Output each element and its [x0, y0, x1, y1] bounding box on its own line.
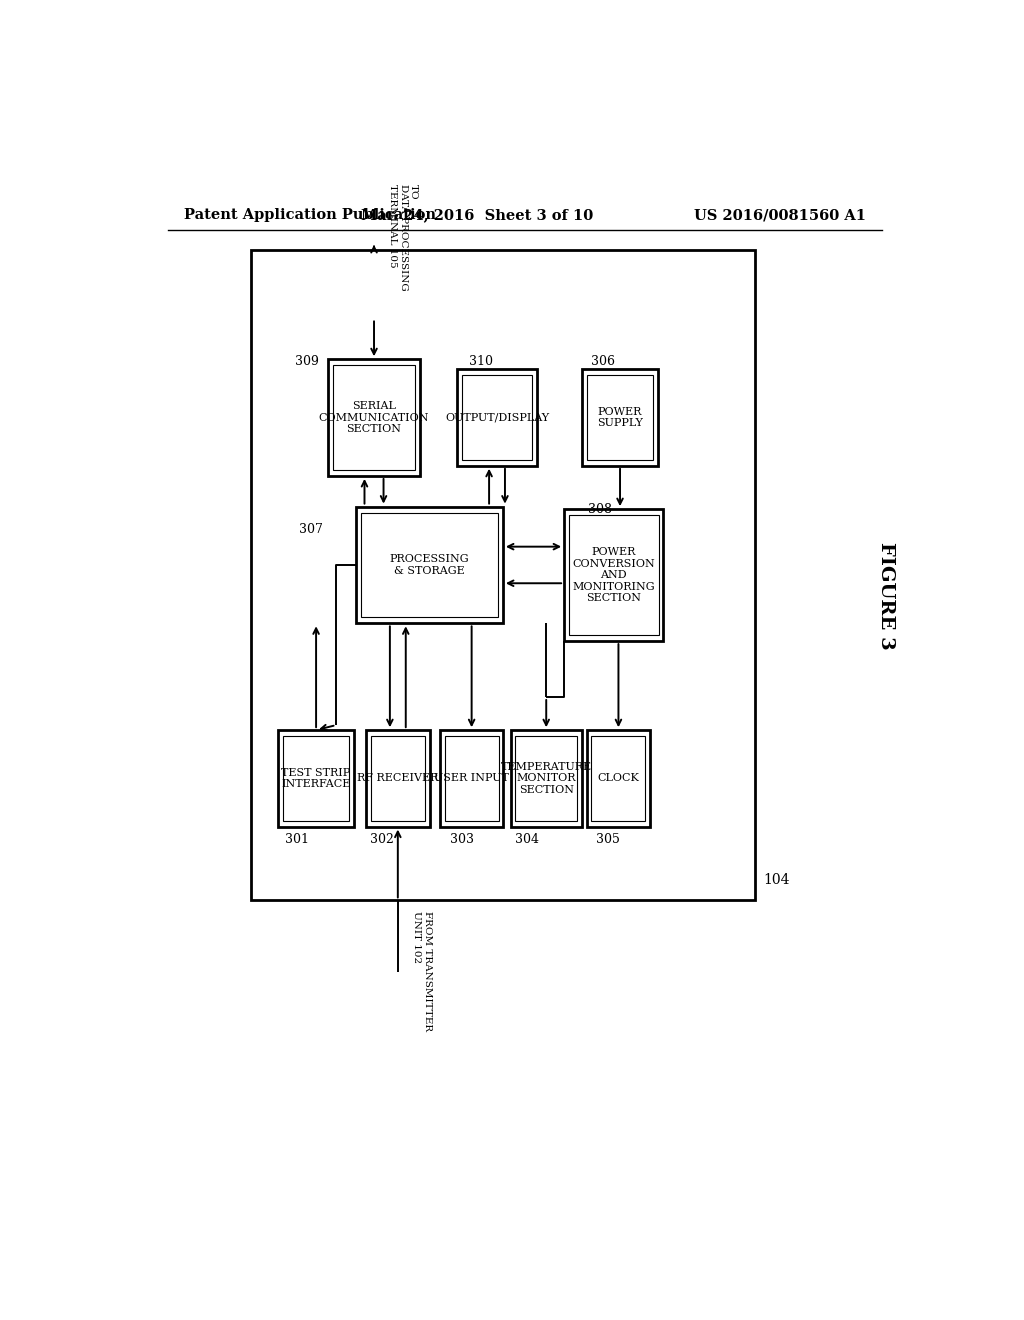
Text: 307: 307 — [299, 523, 323, 536]
Bar — [444, 737, 499, 821]
Text: 303: 303 — [451, 833, 474, 846]
Bar — [371, 737, 425, 821]
Text: TEST STRIP
INTERFACE: TEST STRIP INTERFACE — [282, 768, 351, 789]
Bar — [360, 512, 499, 618]
Bar — [279, 730, 353, 826]
Text: OUTPUT/DISPLAY: OUTPUT/DISPLAY — [445, 413, 549, 422]
Bar — [511, 730, 582, 826]
Text: Patent Application Publication: Patent Application Publication — [183, 209, 435, 222]
Text: 302: 302 — [370, 833, 394, 846]
Text: FIGURE 3: FIGURE 3 — [877, 541, 895, 649]
Text: POWER
CONVERSION
AND
MONITORING
SECTION: POWER CONVERSION AND MONITORING SECTION — [572, 546, 655, 603]
Bar — [515, 737, 578, 821]
Text: 306: 306 — [591, 355, 614, 368]
Text: 304: 304 — [515, 833, 540, 846]
Bar — [587, 730, 650, 826]
Bar — [333, 366, 415, 470]
Bar — [440, 730, 504, 826]
Text: Mar. 24, 2016  Sheet 3 of 10: Mar. 24, 2016 Sheet 3 of 10 — [361, 209, 593, 222]
Text: TEMPERATURE
MONITOR
SECTION: TEMPERATURE MONITOR SECTION — [501, 762, 592, 795]
Bar — [356, 507, 503, 623]
Text: POWER
SUPPLY: POWER SUPPLY — [597, 407, 643, 429]
Text: CLOCK: CLOCK — [598, 774, 639, 783]
Text: 308: 308 — [588, 503, 612, 516]
Bar — [367, 730, 430, 826]
Text: PROCESSING
& STORAGE: PROCESSING & STORAGE — [390, 554, 469, 576]
Bar — [462, 375, 531, 459]
Text: 305: 305 — [596, 833, 621, 846]
Bar — [569, 515, 658, 635]
Text: 104: 104 — [763, 873, 790, 887]
Text: SERIAL
COMMUNICATION
SECTION: SERIAL COMMUNICATION SECTION — [318, 401, 429, 434]
Text: RF RECEIVER: RF RECEIVER — [357, 774, 438, 783]
Text: TO
DATA PROCESSING
TERMINAL 105: TO DATA PROCESSING TERMINAL 105 — [388, 183, 418, 290]
Bar — [458, 370, 537, 466]
Bar — [583, 370, 657, 466]
Bar — [587, 375, 653, 459]
Bar — [329, 359, 420, 477]
Text: USER INPUT: USER INPUT — [434, 774, 509, 783]
Text: 301: 301 — [285, 833, 309, 846]
Text: FROM TRANSMITTER
UNIT 102: FROM TRANSMITTER UNIT 102 — [412, 911, 431, 1031]
Bar — [592, 737, 645, 821]
Bar — [251, 249, 755, 900]
Text: US 2016/0081560 A1: US 2016/0081560 A1 — [694, 209, 866, 222]
Text: 309: 309 — [295, 355, 318, 368]
Bar — [284, 737, 349, 821]
Text: 310: 310 — [469, 355, 494, 368]
Bar — [564, 510, 664, 642]
